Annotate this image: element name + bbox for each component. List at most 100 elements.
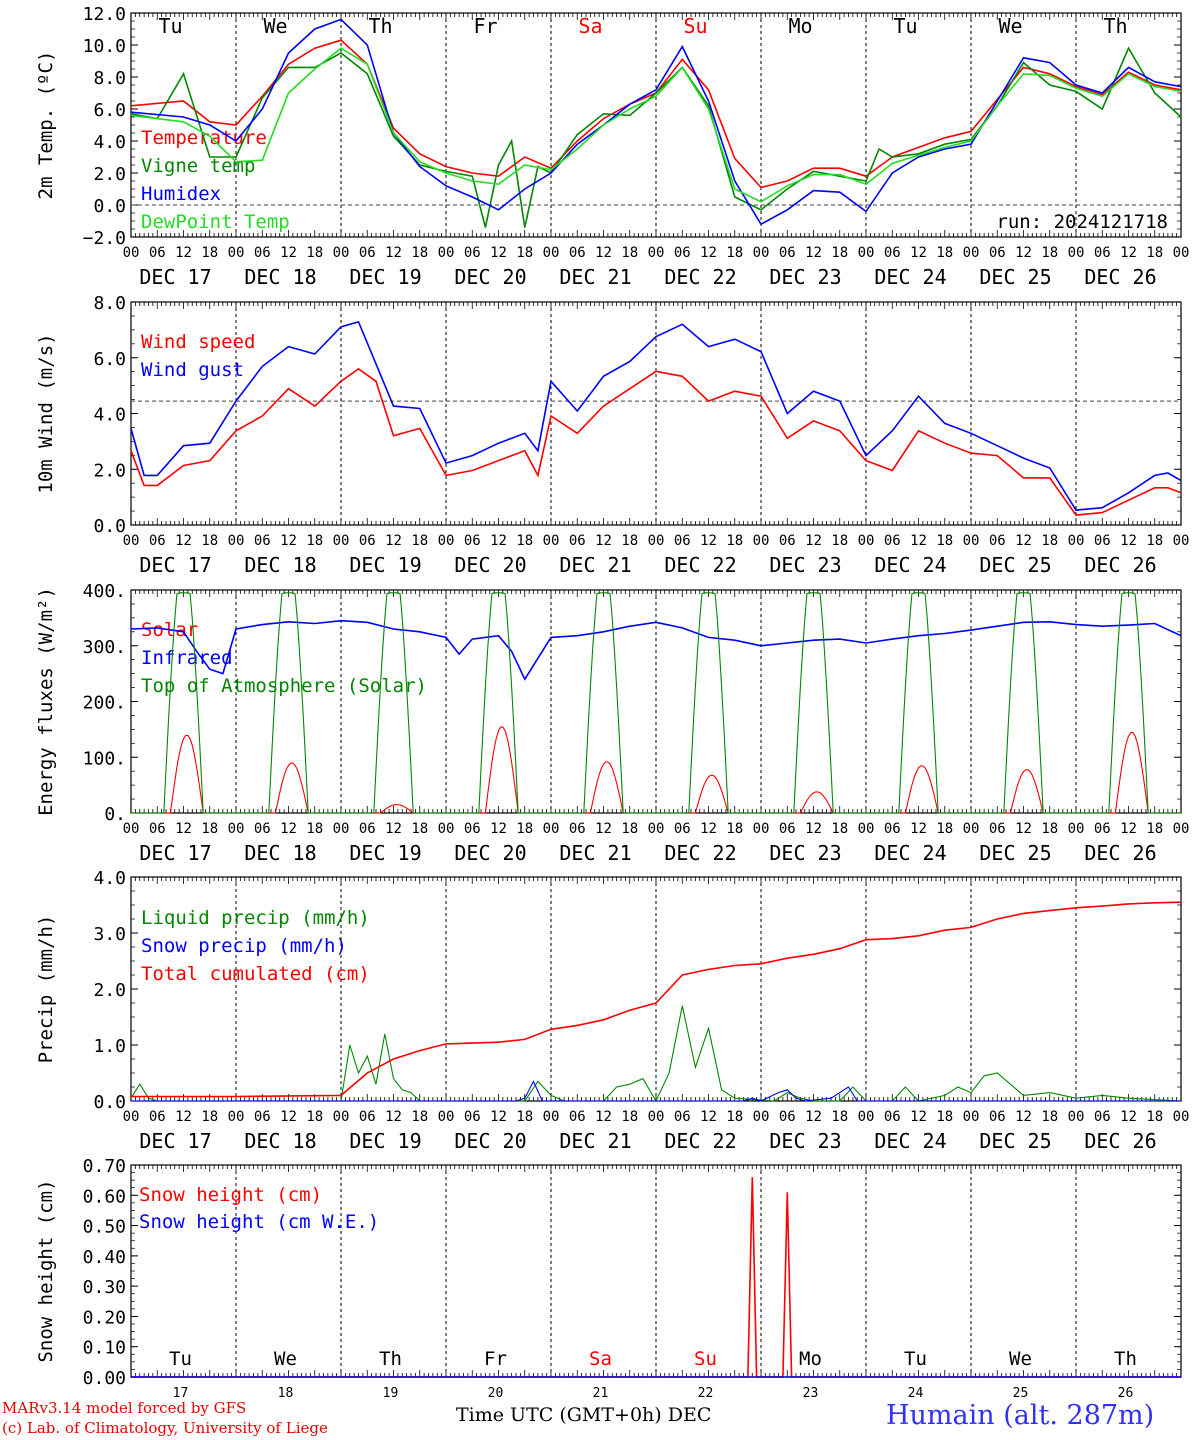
hour-tick-label: 00 <box>753 533 770 549</box>
weekday-label: Fr <box>484 1348 507 1370</box>
hour-tick-label: 06 <box>674 821 691 837</box>
hour-tick-label: 18 <box>306 533 323 549</box>
wind-legend-entry: Wind gust <box>141 359 244 381</box>
hour-tick-label: 18 <box>516 1109 533 1125</box>
hour-tick-label: 18 <box>936 821 953 837</box>
date-label: DEC 21 <box>559 1129 631 1153</box>
hour-tick-label: 18 <box>726 821 743 837</box>
hour-tick-label: 06 <box>1094 1109 1111 1125</box>
hour-tick-label: 00 <box>1173 533 1190 549</box>
hour-tick-label: 12 <box>1015 533 1032 549</box>
snow-legend-entry: Snow height (cm W.E.) <box>139 1211 379 1233</box>
hour-tick-label: 06 <box>359 1109 376 1125</box>
weekday-label: Tu <box>904 1348 927 1370</box>
date-label: DEC 22 <box>664 553 736 577</box>
hour-tick-label: 12 <box>490 1109 507 1125</box>
lab-credit: (c) Lab. of Climatology, University of L… <box>2 1419 328 1437</box>
hour-tick-label: 00 <box>1173 821 1190 837</box>
weekday-label: We <box>1009 1348 1032 1370</box>
hour-tick-label: 00 <box>1068 1109 1085 1125</box>
hour-tick-label: 18 <box>201 533 218 549</box>
hour-tick-label: 12 <box>1015 245 1032 261</box>
hour-tick-label: 06 <box>674 533 691 549</box>
hour-tick-label: 00 <box>1173 1109 1190 1125</box>
date-label: DEC 26 <box>1084 553 1156 577</box>
snow-legend-entry: Snow height (cm) <box>139 1184 322 1206</box>
hour-tick-label: 12 <box>700 533 717 549</box>
snow-y-tick-label: 0.30 <box>83 1277 126 1298</box>
station-name: Humain (alt. 287m) <box>886 1400 1155 1431</box>
hour-tick-label: 18 <box>306 245 323 261</box>
hour-tick-label: 12 <box>385 821 402 837</box>
date-label: DEC 21 <box>559 841 631 865</box>
hour-tick-label: 06 <box>884 533 901 549</box>
date-label: DEC 19 <box>349 841 421 865</box>
hour-tick-label: 18 <box>831 1109 848 1125</box>
hour-tick-label: 06 <box>1094 821 1111 837</box>
date-label: DEC 17 <box>139 1129 211 1153</box>
date-label: DEC 20 <box>454 841 526 865</box>
weekday-label: Su <box>683 14 707 38</box>
day-number-label: 24 <box>908 1386 924 1401</box>
hour-tick-label: 00 <box>228 1109 245 1125</box>
day-number-label: 18 <box>278 1386 294 1401</box>
date-label: DEC 24 <box>874 841 946 865</box>
hour-tick-label: 00 <box>648 821 665 837</box>
day-number-label: 21 <box>593 1386 609 1401</box>
hour-tick-label: 12 <box>805 1109 822 1125</box>
hour-tick-label: 12 <box>280 821 297 837</box>
hour-tick-label: 06 <box>779 533 796 549</box>
hour-tick-label: 00 <box>1068 821 1085 837</box>
date-label: DEC 26 <box>1084 265 1156 289</box>
hour-tick-label: 06 <box>989 821 1006 837</box>
hour-tick-label: 06 <box>884 821 901 837</box>
hour-tick-label: 12 <box>1120 245 1137 261</box>
hour-tick-label: 06 <box>149 533 166 549</box>
hour-tick-label: 06 <box>149 1109 166 1125</box>
hour-tick-label: 00 <box>1173 245 1190 261</box>
hour-tick-label: 06 <box>254 533 271 549</box>
hour-tick-label: 18 <box>306 821 323 837</box>
energy-legend-entry: Infrared <box>141 647 233 669</box>
hour-tick-label: 00 <box>228 821 245 837</box>
wind-y-tick-label: 4.0 <box>93 405 126 426</box>
hour-tick-label: 18 <box>936 245 953 261</box>
wind-frame <box>130 301 1182 526</box>
date-label: DEC 24 <box>874 265 946 289</box>
precip-legend-entry: Liquid precip (mm/h) <box>141 907 370 929</box>
hour-tick-label: 18 <box>1146 1109 1163 1125</box>
weekday-label: We <box>274 1348 297 1370</box>
day-number-label: 25 <box>1013 1386 1029 1401</box>
hour-tick-label: 12 <box>1120 533 1137 549</box>
hour-tick-label: 18 <box>1146 533 1163 549</box>
wind-series-0-line <box>130 367 1182 516</box>
energy-y-tick-label: 300. <box>83 637 126 658</box>
weekday-label: Fr <box>473 14 497 38</box>
panel-snow: 0.00 0.10 0.20 0.30 0.40 0.50 0.60 0.70 Snow hei… <box>35 1156 1182 1401</box>
snow-y-tick-label: 0.60 <box>83 1186 126 1207</box>
hour-tick-label: 12 <box>595 245 612 261</box>
hour-tick-label: 06 <box>359 533 376 549</box>
hour-tick-label: 00 <box>963 245 980 261</box>
weekday-label: Tu <box>158 14 182 38</box>
weekday-label: Th <box>379 1348 402 1370</box>
hour-tick-label: 12 <box>385 533 402 549</box>
energy-y-tick-label: 0. <box>104 804 126 825</box>
hour-tick-label: 18 <box>726 1109 743 1125</box>
hour-tick-label: 00 <box>963 821 980 837</box>
day-number-label: 19 <box>383 1386 399 1401</box>
temp-y-tick-label: 0.0 <box>93 196 126 217</box>
temp-y-axis-title: 2m Temp. (ºC) <box>35 51 57 200</box>
hour-tick-label: 12 <box>1015 821 1032 837</box>
hour-tick-label: 00 <box>333 821 350 837</box>
weekday-label: Th <box>368 14 392 38</box>
hour-tick-label: 12 <box>1120 821 1137 837</box>
hour-tick-label: 12 <box>805 821 822 837</box>
time-axis-label: Time UTC (GMT+0h) DEC <box>456 1404 712 1426</box>
date-label: DEC 21 <box>559 265 631 289</box>
hour-tick-label: 06 <box>1094 533 1111 549</box>
date-label: DEC 17 <box>139 265 211 289</box>
date-label: DEC 22 <box>664 265 736 289</box>
hour-tick-label: 12 <box>595 1109 612 1125</box>
hour-tick-label: 18 <box>411 245 428 261</box>
